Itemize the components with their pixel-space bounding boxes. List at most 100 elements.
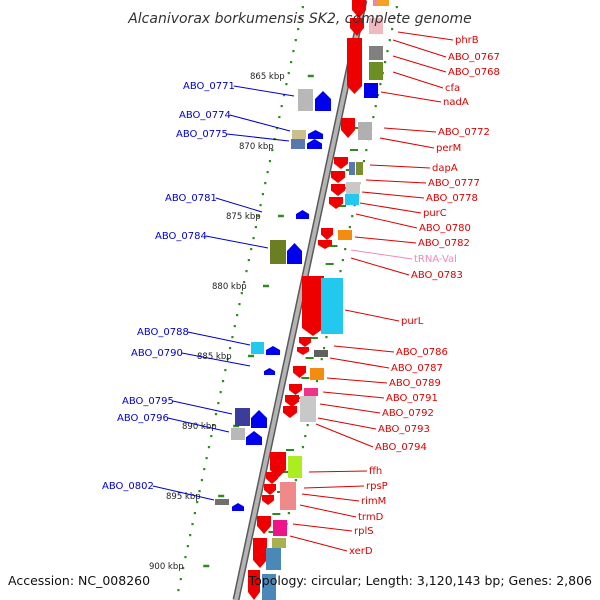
guide-dot-right bbox=[362, 160, 366, 163]
guide-dot-left bbox=[189, 534, 192, 537]
guide-dot-left bbox=[285, 83, 288, 86]
guide-dot-left bbox=[268, 160, 272, 163]
kbp-tick-label: 895 kbp bbox=[166, 492, 201, 502]
gene-arrow-ffh bbox=[270, 452, 286, 478]
gene-arrow-abo-0802 bbox=[232, 503, 244, 511]
gene-label-right: trmD bbox=[358, 512, 384, 523]
guide-dot-right bbox=[287, 512, 290, 515]
guide-dot-left bbox=[205, 457, 208, 460]
guide-dot-right bbox=[306, 424, 309, 427]
gene-label-left: ABO_0788 bbox=[137, 327, 189, 338]
leader-line-right bbox=[308, 470, 368, 473]
gene-label-right: ABO_0791 bbox=[386, 393, 438, 404]
gene-arrow-abo-0792 bbox=[285, 395, 299, 407]
gene-label-right: ABO_0789 bbox=[389, 378, 441, 389]
leader-line-right bbox=[397, 31, 454, 41]
guide-dot-left bbox=[259, 204, 262, 207]
guide-dot-right bbox=[341, 259, 344, 262]
gene-arrow-abo-0787 bbox=[297, 347, 309, 355]
guide-dot-left bbox=[245, 270, 248, 273]
gene-box-ffh bbox=[288, 456, 302, 478]
leader-line-right bbox=[289, 535, 348, 552]
gene-label-right: ABO_0768 bbox=[448, 67, 500, 78]
guide-dot-right bbox=[315, 380, 319, 383]
leader-line-right bbox=[361, 191, 425, 199]
guide-dot-left bbox=[224, 369, 227, 372]
guide-dot-left bbox=[193, 512, 196, 515]
guide-dot-left bbox=[280, 105, 283, 108]
gene-label-left: ABO_0781 bbox=[165, 193, 217, 204]
accession-text: Accession: NC_008260 bbox=[8, 573, 150, 588]
leader-line-right bbox=[333, 345, 395, 353]
guide-dot-left bbox=[212, 424, 215, 427]
gene-label-right: ABO_0794 bbox=[375, 442, 427, 453]
kbp-tick-label: 890 kbp bbox=[182, 422, 217, 432]
gene-label-right: ABO_0786 bbox=[396, 347, 448, 358]
leader-line-right bbox=[303, 485, 365, 489]
gene-label-right: tRNA-Val bbox=[414, 254, 457, 265]
guide-dot-left bbox=[254, 226, 257, 229]
guide-dot-left bbox=[214, 413, 218, 416]
leader-line-left bbox=[215, 197, 263, 213]
gene-box-abo-0774 bbox=[292, 130, 306, 139]
leader-line-right bbox=[315, 423, 374, 448]
leader-line-right bbox=[319, 403, 381, 414]
gene-box-abo-0782 bbox=[338, 230, 352, 240]
leader-line-right bbox=[359, 202, 422, 214]
leader-line-right bbox=[354, 236, 417, 244]
guide-dot-right bbox=[351, 215, 354, 218]
guide-dot-right bbox=[374, 105, 377, 108]
leader-line-right bbox=[344, 309, 400, 322]
leader-line-right bbox=[350, 257, 410, 276]
guide-dot-left bbox=[226, 358, 229, 361]
guide-dot-right bbox=[393, 17, 396, 20]
leader-line-right bbox=[380, 91, 442, 103]
backbone bbox=[232, 0, 368, 600]
guide-dot-left bbox=[191, 523, 194, 526]
kbp-tick-label: 865 kbp bbox=[250, 72, 285, 82]
gene-label-right: ABO_0780 bbox=[419, 223, 471, 234]
gene-label-right: purL bbox=[401, 316, 424, 327]
guide-dot-right bbox=[301, 446, 305, 449]
gene-arrow-phrB bbox=[352, 0, 366, 18]
gene-label-right: rplS bbox=[354, 526, 374, 537]
kbp-tick-label: 875 kbp bbox=[226, 212, 261, 222]
gene-box-abo-0771 bbox=[298, 89, 313, 111]
gene-label-right: purC bbox=[423, 208, 447, 219]
gene-label-right: ABO_0777 bbox=[428, 178, 480, 189]
guide-dot-left bbox=[240, 292, 243, 295]
leader-line-right bbox=[355, 213, 418, 229]
map-title: Alcanivorax borkumensis SK2, complete ge… bbox=[127, 11, 472, 27]
guide-dot-right bbox=[294, 479, 298, 482]
gene-label-left: ABO_0795 bbox=[122, 396, 174, 407]
kbp-tick-label: 870 kbp bbox=[239, 142, 274, 152]
gene-label-left: ABO_0771 bbox=[183, 81, 235, 92]
guide-dot-right bbox=[353, 204, 356, 207]
gene-box-cfa bbox=[369, 62, 383, 80]
gene-arrow-trmD bbox=[262, 495, 274, 505]
leader-line-right bbox=[350, 249, 413, 260]
gene-arrow-abo-0790 bbox=[264, 368, 275, 375]
guide-dot-left bbox=[261, 193, 265, 196]
guide-dot-left bbox=[207, 446, 211, 449]
gene-label-right: rpsP bbox=[366, 481, 388, 492]
guide-dot-left bbox=[301, 6, 304, 9]
guide-dot-left bbox=[271, 149, 274, 152]
guide-dot-right bbox=[339, 270, 342, 273]
guide-dot-left bbox=[266, 171, 269, 174]
gene-box-abo-0791 bbox=[304, 388, 318, 396]
gene-arrow-abo-0789 bbox=[293, 366, 306, 378]
leader-line-right bbox=[317, 417, 377, 430]
gene-box-xerD-2 bbox=[266, 548, 281, 570]
gene-arrow-dapA bbox=[334, 157, 348, 169]
guide-dot-left bbox=[200, 479, 204, 482]
gene-label-left: ABO_0802 bbox=[102, 481, 154, 492]
gene-arrow-rimM bbox=[264, 484, 276, 495]
gene-label-right: phrB bbox=[455, 35, 479, 46]
guide-dot-left bbox=[297, 28, 300, 31]
leader-line-right bbox=[365, 179, 427, 184]
leader-line-left bbox=[167, 417, 230, 433]
guide-dot-left bbox=[282, 94, 286, 97]
gene-arrow-bottom bbox=[248, 570, 260, 600]
